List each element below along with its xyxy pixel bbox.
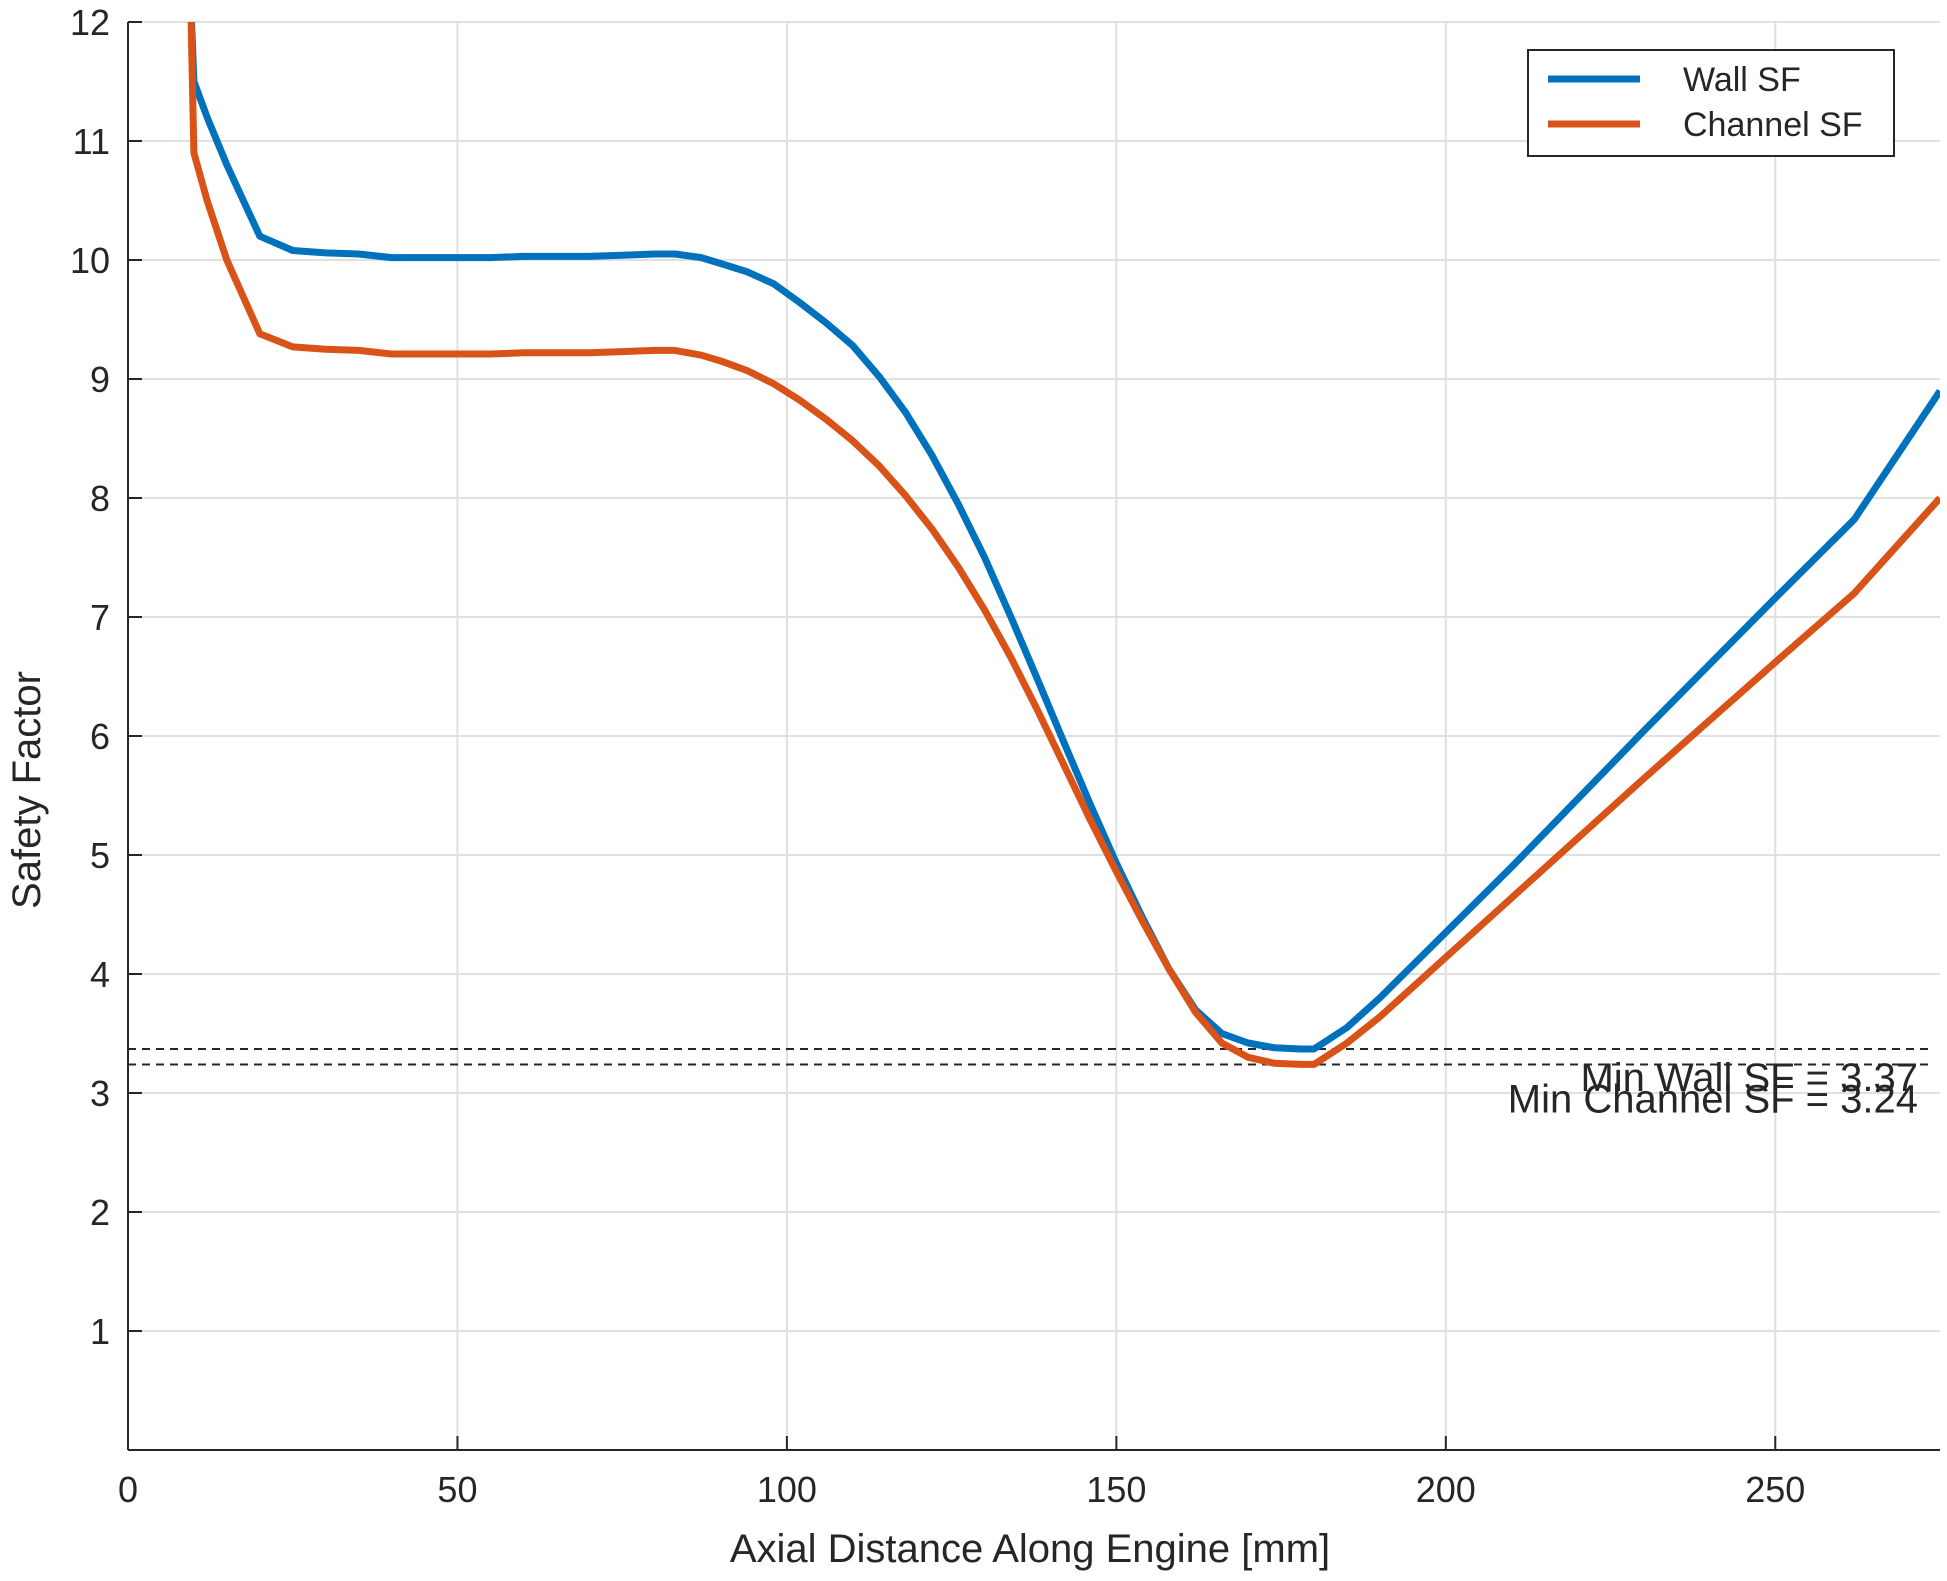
x-tick-label: 150: [1086, 1469, 1146, 1510]
legend: Wall SF Channel SF: [1527, 49, 1895, 157]
axes: [127, 21, 1940, 1451]
x-tick-label: 200: [1416, 1469, 1476, 1510]
x-tick-label: 250: [1745, 1469, 1805, 1510]
y-tick-label: 10: [70, 240, 110, 281]
series-line-wall: [188, 22, 1940, 1053]
reference-label-0: Min Wall SF = 3.37: [1580, 1056, 1918, 1100]
grid: [128, 21, 1940, 1450]
y-tick-label: 9: [90, 359, 110, 400]
reference-label-1: Min Channel SF = 3.24: [1508, 1077, 1918, 1121]
legend-box: [1527, 49, 1895, 157]
x-axis-label: Axial Distance Along Engine [mm]: [730, 1527, 1330, 1571]
x-tick-label: 50: [437, 1469, 477, 1510]
x-tick-label: 0: [118, 1469, 138, 1510]
y-axis-label: Safety Factor: [5, 671, 49, 909]
series-line-channel: [187, 22, 1940, 1068]
y-tick-label: 4: [90, 954, 110, 995]
y-tick-label: 2: [90, 1192, 110, 1233]
x-tick-label: 100: [757, 1469, 817, 1510]
reference-lines: [128, 1047, 1932, 1066]
y-tick-label: 7: [90, 597, 110, 638]
y-tick-label: 3: [90, 1073, 110, 1114]
y-tick-label: 11: [73, 121, 110, 162]
y-tick-label: 1: [90, 1311, 110, 1352]
y-tick-label: 5: [90, 835, 110, 876]
legend-label-channel: Channel SF: [1683, 106, 1863, 144]
legend-label-wall: Wall SF: [1683, 61, 1801, 99]
y-tick-label: 8: [90, 478, 110, 519]
series-lines: [187, 22, 1940, 1068]
y-tick-label: 12: [70, 2, 110, 43]
y-tick-label: 6: [90, 716, 110, 757]
